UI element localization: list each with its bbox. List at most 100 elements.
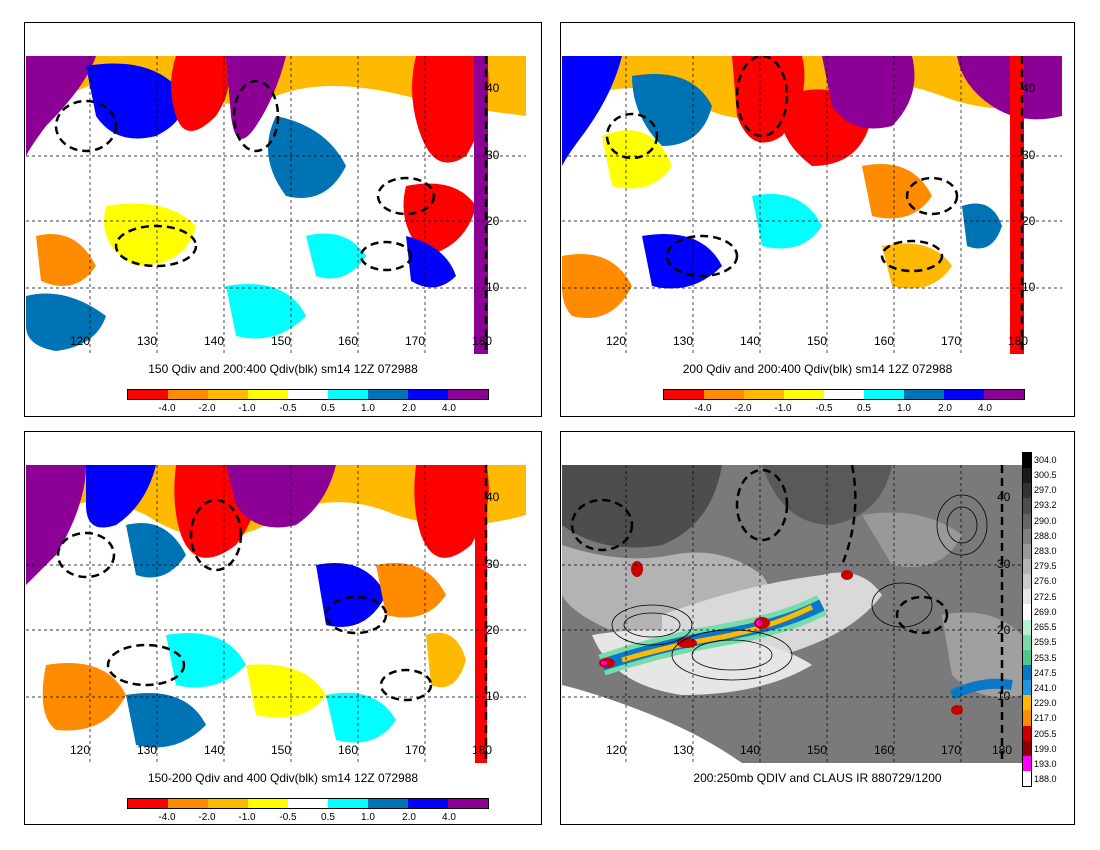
colorbar-label: 0.5 [321,812,335,823]
ir-colorbar-label: 193.0 [1034,759,1057,770]
ir-colorbar-label: 272.5 [1034,591,1057,602]
colorbar-swatch [664,390,704,399]
colorbar [127,798,489,809]
lat-label: 30 [997,557,1011,571]
lat-label: 40 [486,490,500,504]
lon-label: 160 [873,334,895,348]
lon-label: 160 [873,743,895,757]
colorbar-swatch [288,390,328,399]
lat-label: 10 [486,689,500,703]
colorbar-label: 4.0 [442,812,456,823]
lon-label: 160 [337,743,359,757]
colorbar-swatch [248,799,288,808]
ir-colorbar-label: 247.5 [1034,667,1057,678]
ir-colorbar-swatch [1023,664,1031,681]
ir-colorbar-label: 293.2 [1034,500,1057,511]
panel-title: 200 Qdiv and 200:400 Qdiv(blk) sm14 12Z … [682,362,953,376]
ir-colorbar-label: 205.5 [1034,728,1057,739]
colorbar [663,389,1025,400]
ir-colorbar-label: 217.0 [1034,713,1057,724]
ir-colorbar-label: 283.0 [1034,545,1057,556]
panel-200-qdiv: 120 130 140 150 160 170 180 40 30 20 10 … [560,22,1075,417]
qdiv-map-150-200: 120 130 140 150 160 170 180 40 30 20 10 [26,465,526,763]
colorbar-labels: -4.0 -2.0 -1.0 -0.5 0.5 1.0 2.0 4.0 [127,403,489,415]
ir-colorbar-label: 188.0 [1034,774,1057,785]
lon-label: 180 [471,743,493,757]
lat-label: 20 [1022,214,1036,228]
colorbar-swatch [208,390,248,399]
lon-label: 130 [136,334,158,348]
ir-colorbar-label: 269.0 [1034,606,1057,617]
ir-colorbar-swatch [1023,498,1031,514]
ir-colorbar-label: 279.5 [1034,561,1057,572]
ir-colorbar-swatch [1023,589,1031,605]
claus-ir-map: 120 130 140 150 160 170 180 40 30 20 10 [562,465,1022,763]
colorbar-swatch [368,799,408,808]
colorbar-swatch [128,799,168,808]
colorbar-swatch [704,390,744,399]
colorbar-label: 2.0 [402,812,416,823]
ir-colorbar-swatch [1023,725,1031,741]
colorbar-swatch [448,390,488,399]
colorbar-swatch [744,390,784,399]
lon-label: 140 [203,743,225,757]
colorbar-label: 2.0 [938,403,952,414]
colorbar-labels: -4.0 -2.0 -1.0 -0.5 0.5 1.0 2.0 4.0 [663,403,1025,415]
ir-colorbar-swatch [1023,468,1031,484]
ir-colorbar-label: 297.0 [1034,485,1057,496]
colorbar-label: -1.0 [238,812,256,823]
ir-colorbar-label: 241.0 [1034,683,1057,694]
ir-colorbar-swatch [1023,634,1031,650]
lon-label: 170 [940,334,962,348]
colorbar-label: -4.0 [694,403,712,414]
colorbar-label: -0.5 [279,812,297,823]
panel-title: 150 Qdiv and 200:400 Qdiv(blk) sm14 12Z … [148,362,418,376]
ir-colorbar-swatch [1023,695,1031,711]
ir-colorbar-label: 259.5 [1034,637,1057,648]
colorbar-label: -0.5 [279,403,297,414]
ir-colorbar-swatch [1023,453,1031,469]
lon-label: 150 [270,743,292,757]
panel-title: 200:250mb QDIV and CLAUS IR 880729/1200 [693,771,942,785]
lon-label: 130 [672,743,694,757]
lon-label: 120 [605,334,627,348]
colorbar [127,389,489,400]
lon-label: 130 [136,743,158,757]
lon-label: 150 [806,743,828,757]
colorbar-labels: -4.0 -2.0 -1.0 -0.5 0.5 1.0 2.0 4.0 [127,812,489,824]
lat-label: 40 [997,490,1011,504]
lon-label: 180 [471,334,493,348]
lat-label: 10 [486,280,500,294]
colorbar-swatch [784,390,824,399]
colorbar-swatch [824,390,864,399]
colorbar-swatch [408,390,448,399]
ir-colorbar-swatch [1023,740,1031,756]
colorbar-swatch [168,390,208,399]
panel-title: 150-200 Qdiv and 400 Qdiv(blk) sm14 12Z … [147,771,419,785]
colorbar-label: -2.0 [734,403,752,414]
lon-label: 160 [337,334,359,348]
lon-label: 150 [270,334,292,348]
ir-colorbar-label: 276.0 [1034,576,1057,587]
ir-colorbar-swatch [1023,558,1031,575]
colorbar-label: -1.0 [238,403,256,414]
colorbar-swatch [168,799,208,808]
lon-label: 140 [203,334,225,348]
panel-150-200-qdiv: 120 130 140 150 160 170 180 40 30 20 10 … [24,431,542,825]
ir-colorbar-label: 229.0 [1034,698,1057,709]
panel-150-qdiv: 120 130 140 150 160 170 180 40 30 20 10 … [24,22,542,417]
ir-colorbar-swatch [1023,528,1031,544]
lat-label: 40 [486,81,500,95]
colorbar-swatch [328,390,368,399]
colorbar-label: 1.0 [361,812,375,823]
colorbar-swatch [944,390,984,399]
ir-colorbar-swatch [1023,513,1031,529]
lon-label: 140 [739,743,761,757]
colorbar-label: 0.5 [321,403,335,414]
ir-colorbar [1022,452,1032,787]
lat-label: 40 [1022,81,1036,95]
lon-label: 170 [404,743,426,757]
ir-colorbar-label: 300.5 [1034,469,1057,480]
colorbar-swatch [288,799,328,808]
colorbar-swatch [248,390,288,399]
